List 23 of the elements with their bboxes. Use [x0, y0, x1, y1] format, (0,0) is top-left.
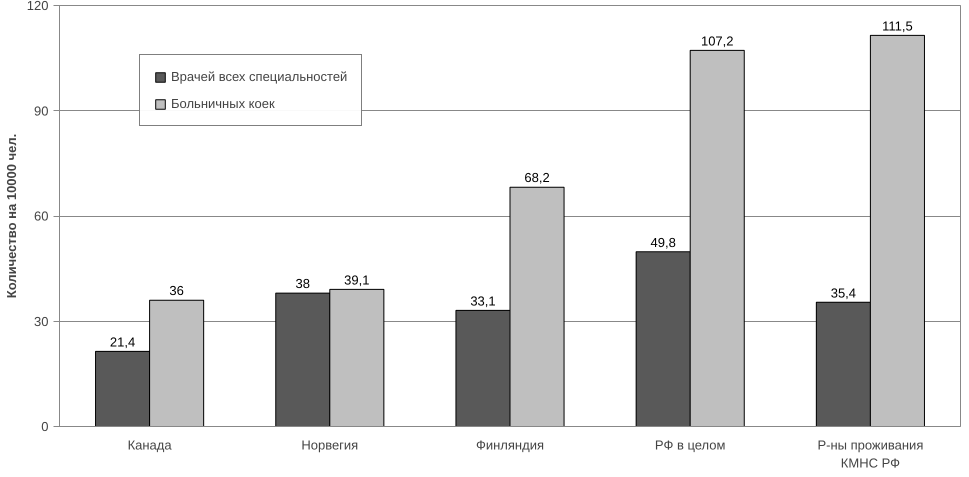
- data-label: 21,4: [110, 334, 136, 350]
- x-tick-label: Р-ны проживания КМНС РФ: [817, 438, 924, 470]
- x-tick-label: Финляндия: [476, 438, 544, 452]
- x-tick-label: РФ в целом: [654, 438, 726, 452]
- data-label: 49,8: [650, 234, 676, 250]
- x-tick-label: Норвегия: [301, 438, 358, 452]
- legend-label: Больничных коек: [171, 96, 275, 111]
- x-tick-label: Канада: [128, 438, 172, 452]
- data-label: 36: [169, 283, 184, 298]
- legend-label: Врачей всех специальностей: [171, 69, 348, 84]
- data-label: 107,2: [700, 33, 734, 48]
- data-label: 111,5: [882, 18, 913, 34]
- y-tick-label: 60: [34, 208, 49, 224]
- data-label: 68,2: [524, 170, 550, 186]
- data-label: 35,4: [830, 285, 856, 300]
- y-tick-label: 120: [26, 0, 49, 13]
- data-label: 39,1: [344, 272, 370, 288]
- y-tick-label: 90: [34, 103, 49, 118]
- y-tick-label: 30: [34, 314, 49, 329]
- data-label: 38: [296, 276, 310, 292]
- y-axis-title: Количество на 10000 чел.: [4, 134, 19, 298]
- y-tick-label: 0: [41, 419, 49, 434]
- data-label: 33,1: [470, 293, 496, 308]
